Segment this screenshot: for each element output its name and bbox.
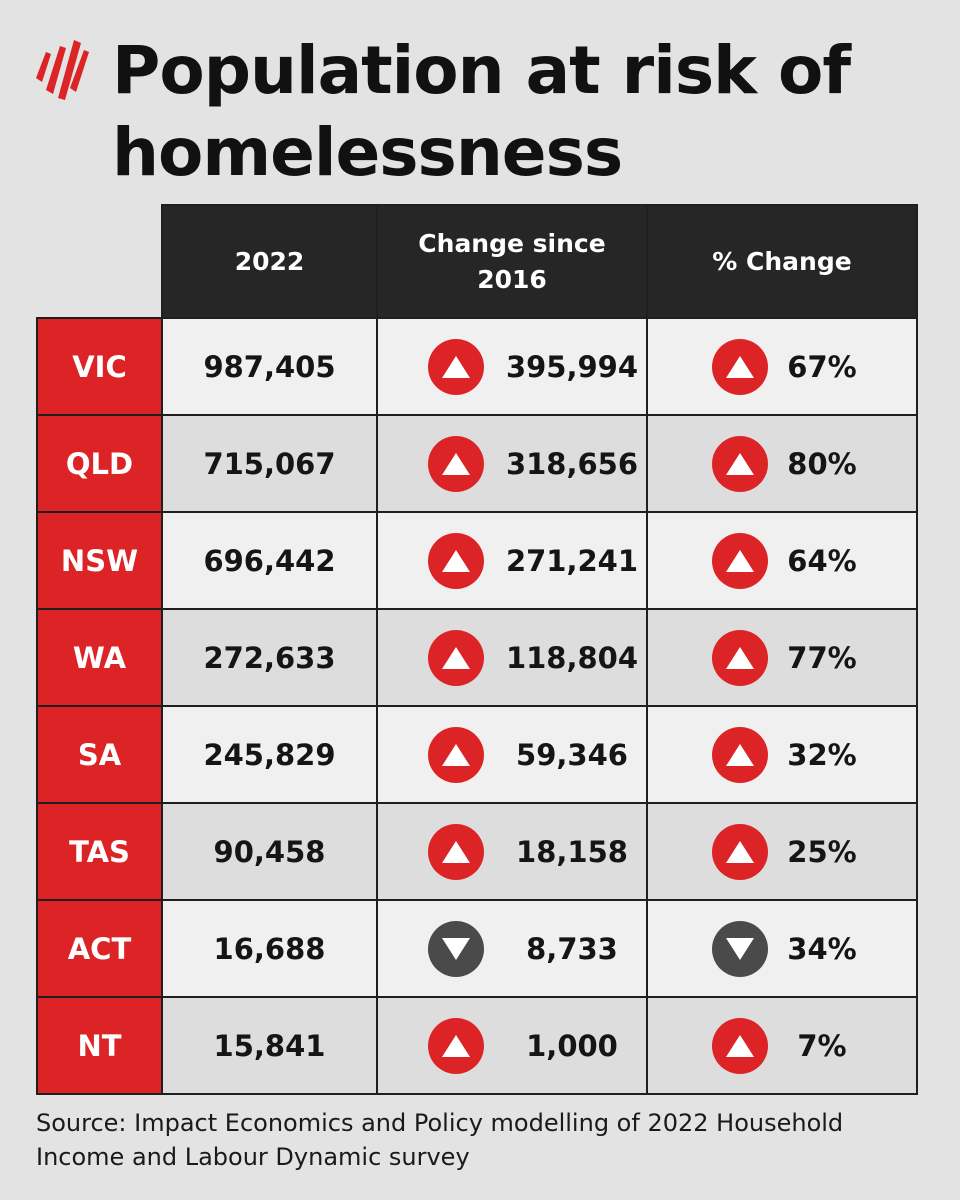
pct-change-cell: 34% xyxy=(646,899,918,998)
increase-arrow-icon xyxy=(428,823,484,880)
table-body: VIC 987,405 395,994 67% QLD 715,067 318,656 80%… xyxy=(36,317,918,1095)
pct-change-value: 77% xyxy=(787,640,857,675)
value-2022-cell: 245,829 xyxy=(161,705,378,804)
change-cell: 8,733 xyxy=(376,899,648,998)
value-2022-cell: 987,405 xyxy=(161,317,378,416)
value-2022-cell: 696,442 xyxy=(161,511,378,610)
value-2022-cell: 16,688 xyxy=(161,899,378,998)
change-cell: 18,158 xyxy=(376,802,648,901)
decrease-arrow-icon xyxy=(428,920,484,977)
state-label: TAS xyxy=(36,802,163,901)
value-2022-cell: 15,841 xyxy=(161,996,378,1095)
pct-change-cell: 25% xyxy=(646,802,918,901)
change-cell: 59,346 xyxy=(376,705,648,804)
increase-arrow-icon xyxy=(712,726,768,783)
change-cell: 1,000 xyxy=(376,996,648,1095)
pct-change-value: 7% xyxy=(797,1028,847,1063)
change-cell: 395,994 xyxy=(376,317,648,416)
change-value: 318,656 xyxy=(505,446,639,481)
table-row: NSW 696,442 271,241 64% xyxy=(36,511,918,610)
change-value: 59,346 xyxy=(516,737,628,772)
pct-change-cell: 7% xyxy=(646,996,918,1095)
pct-change-cell: 67% xyxy=(646,317,918,416)
table-row: NT 15,841 1,000 7% xyxy=(36,996,918,1095)
increase-arrow-icon xyxy=(712,1017,768,1074)
table-row: TAS 90,458 18,158 25% xyxy=(36,802,918,901)
change-value: 118,804 xyxy=(505,640,639,675)
value-2022-cell: 90,458 xyxy=(161,802,378,901)
increase-arrow-icon xyxy=(428,435,484,492)
increase-arrow-icon xyxy=(428,629,484,686)
table-row: SA 245,829 59,346 32% xyxy=(36,705,918,804)
change-cell: 318,656 xyxy=(376,414,648,513)
increase-arrow-icon xyxy=(712,823,768,880)
change-cell: 271,241 xyxy=(376,511,648,610)
decrease-arrow-icon xyxy=(712,920,768,977)
increase-arrow-icon xyxy=(712,532,768,589)
column-header-change: Change since 2016 xyxy=(376,204,648,319)
pct-change-value: 34% xyxy=(787,931,857,966)
state-label: SA xyxy=(36,705,163,804)
header-row: 2022 Change since 2016 % Change xyxy=(37,204,918,319)
increase-arrow-icon xyxy=(428,1017,484,1074)
pct-change-value: 32% xyxy=(787,737,857,772)
change-value: 395,994 xyxy=(505,349,639,384)
column-header-2022: 2022 xyxy=(161,204,378,319)
increase-arrow-icon xyxy=(428,726,484,783)
change-value: 271,241 xyxy=(505,543,639,578)
table-row: WA 272,633 118,804 77% xyxy=(36,608,918,707)
state-label: ACT xyxy=(36,899,163,998)
change-cell: 118,804 xyxy=(376,608,648,707)
value-2022-cell: 272,633 xyxy=(161,608,378,707)
state-label: VIC xyxy=(36,317,163,416)
column-header-change-label: Change since 2016 xyxy=(418,228,606,294)
table-row: VIC 987,405 395,994 67% xyxy=(36,317,918,416)
increase-arrow-icon xyxy=(712,629,768,686)
pct-change-cell: 77% xyxy=(646,608,918,707)
change-value: 8,733 xyxy=(526,931,618,966)
pct-change-value: 64% xyxy=(787,543,857,578)
source-note: Source: Impact Economics and Policy mode… xyxy=(36,1109,844,1171)
corner-cell xyxy=(37,205,162,318)
column-header-pct-change: % Change xyxy=(646,204,918,319)
change-value: 18,158 xyxy=(516,834,628,869)
change-value: 1,000 xyxy=(526,1028,618,1063)
state-label: NT xyxy=(36,996,163,1095)
state-label: QLD xyxy=(36,414,163,513)
state-label: WA xyxy=(36,608,163,707)
pct-change-cell: 32% xyxy=(646,705,918,804)
pct-change-cell: 80% xyxy=(646,414,918,513)
sbs-logo-icon xyxy=(36,40,89,100)
data-table: 2022 Change since 2016 % Change VIC 987,4… xyxy=(36,204,918,1095)
increase-arrow-icon xyxy=(428,338,484,395)
increase-arrow-icon xyxy=(712,338,768,395)
value-2022-cell: 715,067 xyxy=(161,414,378,513)
chart-title: Population at risk of homelessness xyxy=(112,32,851,191)
table-row: ACT 16,688 8,733 34% xyxy=(36,899,918,998)
increase-arrow-icon xyxy=(712,435,768,492)
state-label: NSW xyxy=(36,511,163,610)
pct-change-cell: 64% xyxy=(646,511,918,610)
table-row: QLD 715,067 318,656 80% xyxy=(36,414,918,513)
pct-change-value: 67% xyxy=(787,349,857,384)
pct-change-value: 80% xyxy=(787,446,857,481)
pct-change-value: 25% xyxy=(787,834,857,869)
increase-arrow-icon xyxy=(428,532,484,589)
